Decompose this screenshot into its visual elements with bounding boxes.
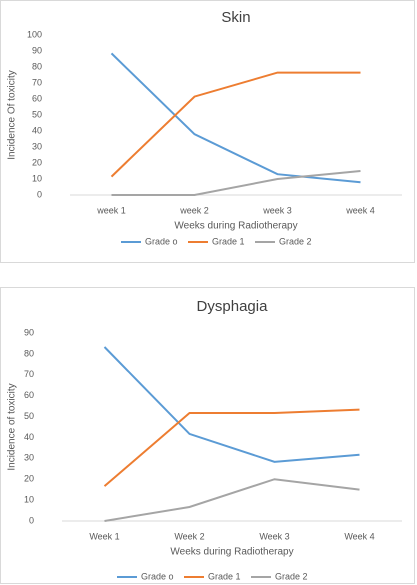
y-tick-label: 70 [32, 77, 42, 87]
chart-frame [0, 0, 415, 263]
y-tick-label: 30 [32, 141, 42, 151]
x-tick-label: week 4 [345, 205, 375, 215]
y-tick-label: 20 [24, 474, 34, 484]
y-tick-label: 10 [32, 173, 42, 183]
line-series [104, 478, 360, 522]
x-tick-label: Week 1 [89, 531, 119, 541]
y-tick-label: 50 [32, 109, 42, 119]
legend-label: Grade o [141, 571, 174, 581]
x-tick-label: week 3 [262, 205, 292, 215]
y-tick-label: 0 [29, 515, 34, 525]
y-tick-label: 90 [32, 45, 42, 55]
line-series [110, 52, 361, 184]
y-tick-label: 20 [32, 157, 42, 167]
y-tick-label: 70 [24, 369, 34, 379]
y-tick-label: 60 [32, 93, 42, 103]
y-tick-label: 10 [24, 494, 34, 504]
y-tick-label: 80 [32, 61, 42, 71]
x-tick-label: Week 2 [174, 531, 204, 541]
legend-label: Grade 2 [279, 236, 312, 246]
line-series [103, 346, 360, 463]
y-tick-label: 40 [32, 125, 42, 135]
chart-frame [0, 287, 415, 584]
line-series [110, 71, 361, 178]
x-tick-label: Week 3 [259, 531, 289, 541]
y-tick-label: 30 [24, 453, 34, 463]
y-axis-title: Incidence Of toxicity [7, 70, 18, 159]
y-tick-label: 0 [37, 189, 42, 199]
y-tick-label: 80 [24, 348, 34, 358]
chart-title: Dysphagia [197, 298, 269, 315]
legend-label: Grade 1 [212, 236, 245, 246]
legend-label: Grade o [145, 236, 178, 246]
y-tick-label: 100 [27, 29, 42, 39]
line-series [111, 170, 361, 196]
x-tick-label: week 1 [96, 205, 126, 215]
x-tick-label: week 2 [179, 205, 209, 215]
y-tick-label: 50 [24, 411, 34, 421]
line-series [103, 408, 360, 487]
x-axis-title: Weeks during Radiotherapy [170, 547, 293, 558]
y-tick-label: 40 [24, 432, 34, 442]
y-tick-label: 90 [24, 327, 34, 337]
chart-title: Skin [221, 9, 250, 26]
y-tick-label: 60 [24, 390, 34, 400]
legend-label: Grade 2 [275, 571, 308, 581]
legend-label: Grade 1 [208, 571, 241, 581]
x-axis-title: Weeks during Radiotherapy [174, 221, 297, 232]
y-axis-title: Incidence of toxicity [7, 383, 18, 470]
x-tick-label: Week 4 [344, 531, 374, 541]
